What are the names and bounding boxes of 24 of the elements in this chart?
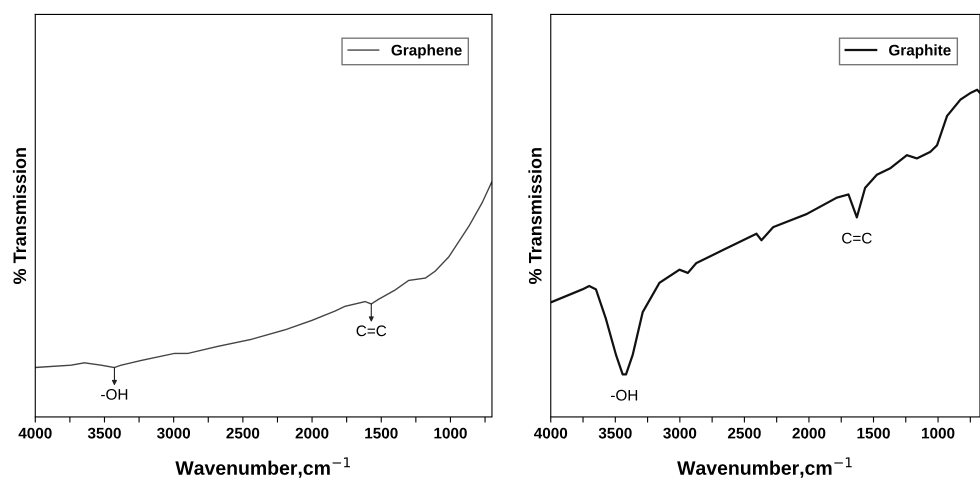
- legend-label: Graphite: [889, 44, 951, 59]
- x-axis-title: Wavenumber,cm$^{−1}$: [677, 457, 852, 478]
- x-tick-label: 2500: [728, 428, 761, 439]
- x-tick-label: 4000: [18, 428, 52, 439]
- annotation: -OH: [101, 388, 128, 400]
- x-tick-label: 4000: [534, 428, 568, 439]
- x-tick-label: 3500: [88, 428, 121, 439]
- x-tick-label: 2000: [296, 428, 328, 439]
- x-tick-label: 1500: [365, 428, 398, 439]
- x-tick-label: 3000: [663, 428, 696, 439]
- x-axis-title: Wavenumber,cm$^{−1}$: [175, 457, 350, 478]
- annotation: C=C: [356, 325, 386, 336]
- y-axis-title: % Transmission: [12, 148, 26, 284]
- legend-label: Graphene: [392, 44, 462, 59]
- x-tick-label: 2000: [792, 428, 826, 439]
- y-axis-title: % Transmission: [528, 148, 542, 284]
- x-tick-label: 1500: [857, 428, 890, 439]
- annotation: C=C: [842, 232, 872, 244]
- x-tick-label: 3000: [157, 428, 190, 439]
- x-tick-label: 1000: [434, 428, 467, 439]
- x-tick-label: 1000: [922, 428, 954, 439]
- x-tick-label: 3500: [598, 428, 632, 439]
- x-tick-label: 2500: [226, 428, 260, 439]
- annotation: -OH: [611, 390, 638, 401]
